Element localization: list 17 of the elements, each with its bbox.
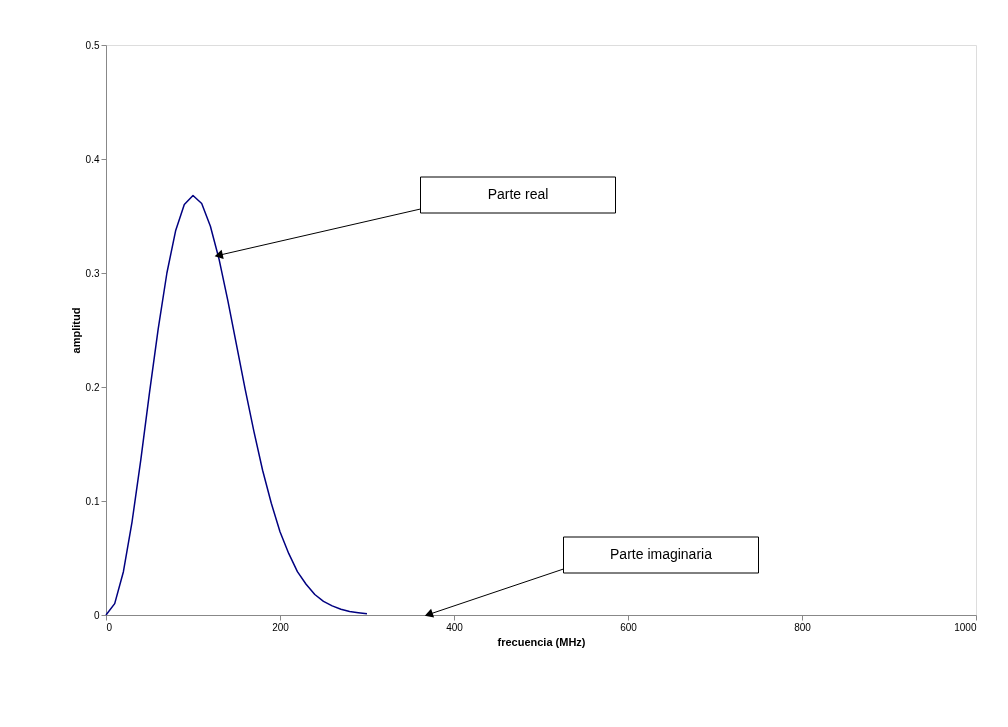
y-tick-label: 0.5	[85, 39, 100, 51]
annotation: Parte imaginaria	[610, 546, 713, 562]
y-tick-label: 0.4	[85, 153, 100, 165]
y-tick-label: 0	[93, 609, 100, 621]
y-tick-label: 0.3	[85, 267, 100, 279]
x-tick-label: 0	[106, 621, 113, 633]
x-tick-label: 600	[620, 621, 638, 633]
x-tick-label: 800	[794, 621, 812, 633]
y-tick-label: 0.2	[85, 381, 100, 393]
y-tick-label: 0.1	[85, 495, 100, 507]
y-axis-title: amplitud	[69, 307, 82, 354]
x-tick-label: 1000	[954, 621, 977, 633]
x-axis-title: frecuencia (MHz)	[497, 635, 586, 648]
annotation: Parte real	[487, 186, 549, 202]
line-series	[105, 194, 368, 616]
x-tick-label: 200	[272, 621, 290, 633]
x-tick-label: 400	[446, 621, 464, 633]
